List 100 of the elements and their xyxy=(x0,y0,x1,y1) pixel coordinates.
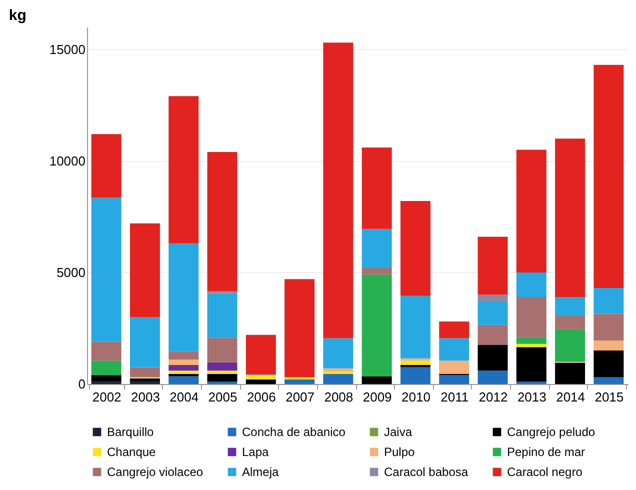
x-tick-label: 2011 xyxy=(440,390,469,404)
x-tick-label: 2012 xyxy=(478,390,508,404)
y-axis-title: kg xyxy=(8,7,26,24)
bar xyxy=(478,370,508,384)
bar xyxy=(362,228,392,268)
bar xyxy=(594,340,624,351)
bar xyxy=(130,378,160,382)
bar xyxy=(91,198,122,342)
bar xyxy=(439,360,470,374)
bar xyxy=(478,236,508,295)
bar xyxy=(516,296,546,338)
bar xyxy=(400,360,430,366)
y-tick-label: 0 xyxy=(78,376,86,392)
bar xyxy=(91,134,122,198)
legend-label: Caracol babosa xyxy=(384,465,468,479)
bar xyxy=(284,279,315,378)
legend-label: Chanque xyxy=(107,445,156,459)
legend-label: Pulpo xyxy=(384,445,416,459)
bar xyxy=(207,362,238,371)
bar xyxy=(246,375,276,380)
bar xyxy=(516,337,546,344)
x-tick-label: 2006 xyxy=(246,390,276,404)
bar xyxy=(207,370,238,374)
x-tick-label: 2015 xyxy=(594,390,624,404)
bar xyxy=(362,376,392,384)
bar xyxy=(478,324,508,345)
bar xyxy=(207,293,238,338)
bar xyxy=(478,344,508,371)
bar xyxy=(168,96,199,244)
x-tick-label: 2009 xyxy=(362,390,392,404)
bar xyxy=(168,359,199,366)
x-tick-label: 2014 xyxy=(556,390,585,404)
bar xyxy=(555,316,586,330)
bar xyxy=(362,147,392,229)
legend-label: Jaiva xyxy=(384,425,412,439)
bar xyxy=(284,377,315,380)
bar xyxy=(323,368,354,372)
legend-label: Pepino de mar xyxy=(507,445,586,459)
bar xyxy=(168,352,199,360)
bar xyxy=(555,138,586,297)
bar xyxy=(362,268,392,275)
x-tick-label: 2007 xyxy=(286,390,314,404)
bar xyxy=(168,376,199,384)
bar xyxy=(168,370,199,374)
x-tick-label: 2003 xyxy=(131,390,160,404)
x-tick-label: 2010 xyxy=(402,390,430,404)
x-tick-label: 2002 xyxy=(92,390,122,404)
bar xyxy=(594,314,624,340)
bar xyxy=(439,322,470,338)
legend-label: Almeja xyxy=(242,465,280,479)
x-tick-label: 2005 xyxy=(208,390,238,404)
y-tick-label: 15000 xyxy=(49,42,86,57)
bar xyxy=(516,150,546,272)
bar xyxy=(555,296,586,316)
legend-label: Concha de abanico xyxy=(242,425,346,439)
bar xyxy=(516,347,546,382)
legend-label: Cangrejo violaceo xyxy=(107,465,204,479)
bar xyxy=(207,374,238,382)
bar xyxy=(323,338,354,368)
legend-label: Caracol negro xyxy=(507,465,583,479)
bar xyxy=(400,367,430,384)
bar xyxy=(323,42,354,338)
bar xyxy=(594,350,624,378)
bar xyxy=(439,375,470,384)
x-tick-label: 2013 xyxy=(517,390,546,404)
bar xyxy=(516,272,546,297)
bar xyxy=(284,380,315,384)
bar xyxy=(207,152,238,292)
bar xyxy=(516,344,546,348)
bar xyxy=(168,243,199,352)
bar xyxy=(478,294,508,302)
bar xyxy=(594,377,624,384)
bar xyxy=(594,288,624,314)
bar xyxy=(207,338,238,362)
y-tick-label: 10000 xyxy=(49,153,86,168)
bar xyxy=(323,374,354,384)
bar xyxy=(91,342,122,361)
y-tick-label: 5000 xyxy=(56,264,86,280)
bar xyxy=(362,274,392,376)
legend-label: Barquillo xyxy=(107,425,154,439)
bar xyxy=(91,375,122,382)
bar xyxy=(91,360,122,376)
bar xyxy=(246,334,276,374)
bar xyxy=(168,365,199,371)
bar xyxy=(400,296,430,358)
legend-label: Lapa xyxy=(242,445,270,459)
bar xyxy=(130,317,160,368)
bar xyxy=(555,362,586,384)
bar xyxy=(130,223,160,318)
bar xyxy=(130,367,160,378)
bar xyxy=(478,301,508,325)
bar xyxy=(555,329,586,362)
bar xyxy=(246,380,276,384)
bar xyxy=(400,358,430,361)
x-tick-label: 2008 xyxy=(324,390,354,404)
bar xyxy=(594,64,624,288)
legend-label: Cangrejo peludo xyxy=(507,425,596,439)
bar xyxy=(439,338,470,361)
bar xyxy=(400,201,430,296)
x-tick-label: 2004 xyxy=(170,390,199,404)
